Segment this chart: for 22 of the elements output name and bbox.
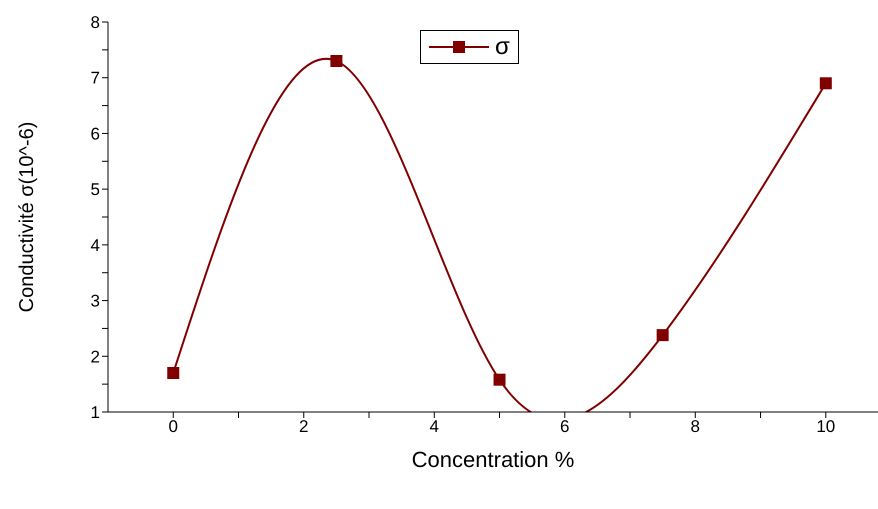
y-tick-label: 7 [90,68,100,88]
x-tick-label: 4 [430,417,440,436]
x-tick-label: 10 [816,417,836,436]
x-tick-label: 0 [168,417,178,436]
point [167,367,180,379]
y-tick-label: 1 [90,403,100,422]
point [656,329,669,342]
y-tick-label: 2 [90,347,100,366]
legend-label: σ [495,33,510,61]
x-tick-label: 8 [690,417,700,436]
point [494,374,506,386]
point [330,55,342,67]
y-tick-label: 3 [90,292,100,311]
y-tick-label: 4 [90,236,100,255]
x-axis-title: Concentration % [412,447,574,472]
point [820,77,832,90]
x-tick-label: 6 [560,417,570,436]
y-tick-label: 6 [90,124,100,144]
y-tick-label: 8 [90,13,100,32]
y-tick-label: 5 [90,180,100,200]
x-tick-label: 2 [299,417,308,436]
y-axis-title: Conductivité σ(10^-6) [16,122,38,312]
